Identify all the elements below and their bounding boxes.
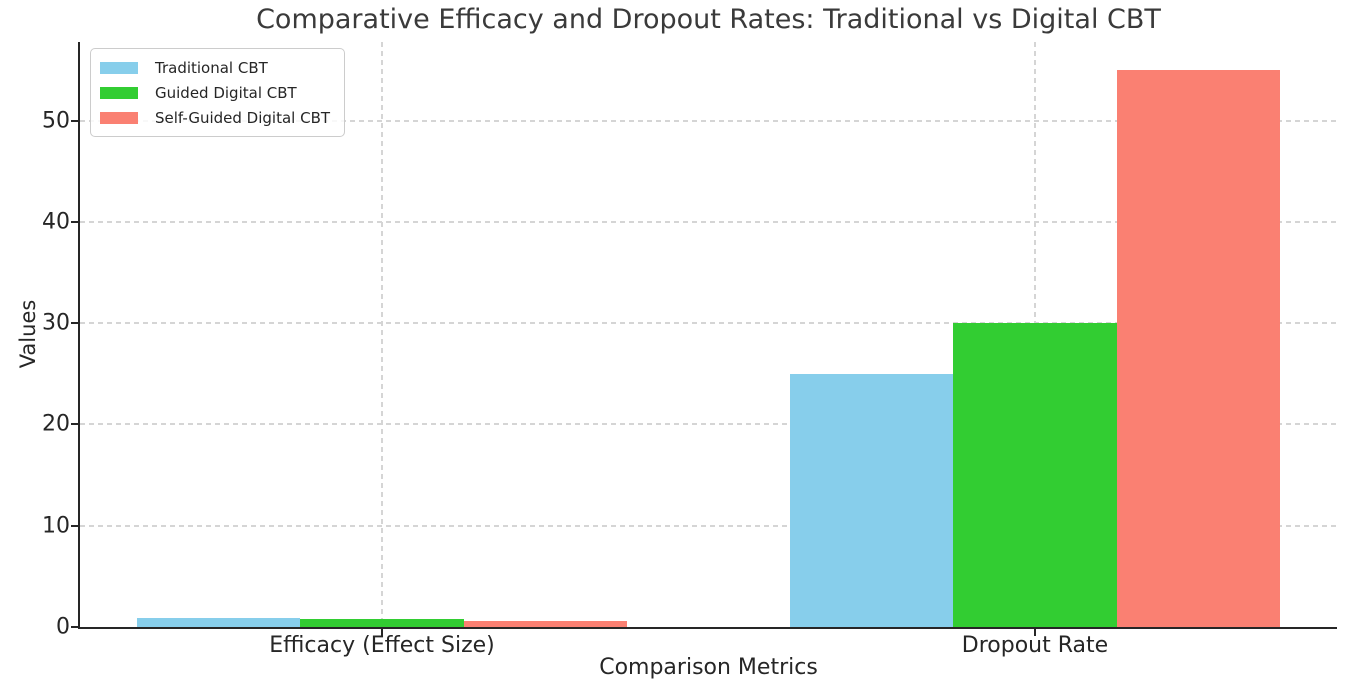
x-tick-mark: [1033, 629, 1036, 636]
legend-swatch-self-guided-digital-cbt: [100, 111, 138, 124]
y-tick-mark: [71, 626, 78, 628]
y-tick-label: 10: [42, 513, 70, 539]
y-tick-mark: [71, 423, 78, 426]
legend-swatch-traditional-cbt: [100, 61, 138, 74]
plot-area: 0 10 20 30 40 50 Efficacy (Effect Size) Dropout…: [42, 42, 1337, 680]
chart-title: Comparative Efficacy and Dropout Rates: …: [256, 4, 1161, 35]
legend: Traditional CBT Guided Digital CBT Self-Gu…: [90, 48, 346, 137]
bar-self-guided-digital-cbt-efficacy-effect-size: [463, 620, 627, 627]
y-tick-label: 0: [56, 614, 70, 640]
bar-traditional-cbt-dropout-rate: [790, 373, 954, 627]
gridline-vertical: [381, 42, 383, 627]
y-tick-mark: [71, 322, 78, 325]
y-tick-label: 50: [42, 108, 70, 133]
bar-guided-digital-cbt-efficacy-effect-size: [300, 618, 464, 627]
legend-row: Self-Guided Digital CBT: [100, 105, 330, 130]
bar-guided-digital-cbt-dropout-rate: [953, 323, 1117, 627]
y-tick-mark: [71, 524, 78, 527]
legend-label: Guided Digital CBT: [155, 83, 297, 102]
x-tick-label-efficacy-effect-size: Efficacy (Effect Size): [269, 633, 495, 658]
gridline-horizontal: [80, 119, 1337, 122]
bars-layer: [80, 42, 1337, 627]
legend-row: Guided Digital CBT: [100, 80, 330, 105]
gridline-horizontal: [80, 524, 1337, 527]
x-axis-label: Comparison Metrics: [599, 655, 818, 680]
y-tick-label: 30: [42, 310, 70, 336]
legend-row: Traditional CBT: [100, 55, 330, 80]
legend-label: Traditional CBT: [155, 58, 268, 77]
axis-ticks-layer: 0 10 20 30 40 50 Efficacy (Effect Size) Dropout…: [42, 42, 1337, 658]
y-tick-label: 40: [42, 209, 70, 235]
bar-self-guided-digital-cbt-dropout-rate: [1116, 69, 1280, 627]
bar-traditional-cbt-efficacy-effect-size: [137, 617, 301, 627]
x-tick-label-dropout-rate: Dropout Rate: [961, 633, 1109, 658]
legend-label: Self-Guided Digital CBT: [155, 108, 331, 127]
y-tick-label: 20: [42, 411, 70, 437]
y-tick-mark: [71, 119, 78, 122]
gridline-horizontal: [80, 423, 1337, 426]
y-tick-mark: [71, 220, 78, 223]
y-axis-label: Values: [16, 299, 40, 369]
legend-swatch-guided-digital-cbt: [100, 86, 138, 99]
gridline-horizontal: [80, 322, 1337, 325]
x-tick-mark: [381, 629, 383, 636]
gridline-horizontal: [80, 220, 1337, 223]
